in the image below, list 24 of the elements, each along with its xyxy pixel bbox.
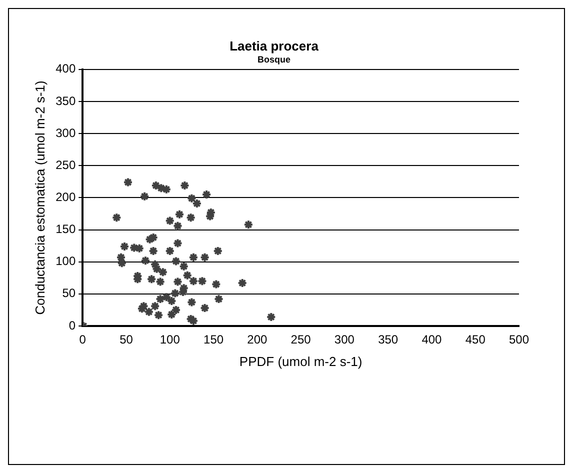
x-tick-label: 200 [247,332,268,347]
x-tick-label: 0 [79,332,86,347]
y-tick-label: 150 [56,222,76,236]
x-axis-title: PPDF (umol m-2 s-1) [239,354,362,369]
x-tick-label: 500 [508,332,530,347]
x-tick-label: 400 [422,332,442,347]
chart-title: Laetia procera [230,38,320,54]
x-tick-label: 300 [334,332,355,347]
y-tick-label: 250 [56,158,76,172]
y-tick-label: 200 [56,190,76,204]
x-tick-label: 350 [378,332,398,347]
y-tick-label: 300 [56,126,76,140]
x-tick-label: 250 [290,332,312,347]
x-tick-label: 450 [465,332,486,347]
x-tick-label: 100 [160,332,180,347]
y-axis-title: Conductancia estomatica (umol m-2 s-1) [32,80,48,315]
x-tick-label: 150 [204,332,224,347]
x-tick-label: 50 [120,332,134,347]
y-tick-label: 350 [56,94,76,108]
y-tick-label: 0 [68,318,76,332]
y-tick-label: 400 [56,62,76,76]
y-tick-label: 100 [56,254,76,268]
chart-subtitle: Bosque [257,54,291,64]
y-tick-label: 50 [62,286,76,300]
